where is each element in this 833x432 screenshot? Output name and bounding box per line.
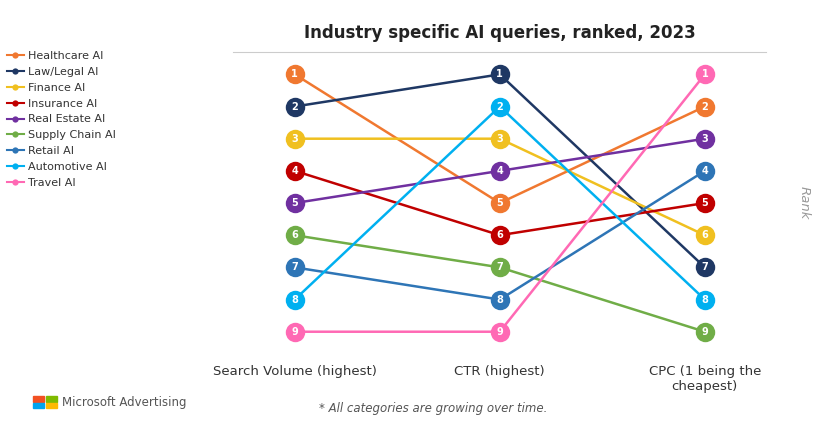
Text: 6: 6 [496, 230, 503, 240]
Text: 4: 4 [292, 166, 298, 176]
Text: 8: 8 [701, 295, 708, 305]
Text: 1: 1 [701, 70, 708, 79]
Legend: Healthcare AI, Law/Legal AI, Finance AI, Insurance AI, Real Estate AI, Supply Ch: Healthcare AI, Law/Legal AI, Finance AI,… [7, 51, 116, 187]
Text: 1: 1 [292, 70, 298, 79]
Text: 9: 9 [701, 327, 708, 337]
Text: * All categories are growing over time.: * All categories are growing over time. [319, 402, 547, 415]
Text: 9: 9 [292, 327, 298, 337]
Title: Industry specific AI queries, ranked, 2023: Industry specific AI queries, ranked, 20… [304, 24, 696, 42]
Text: 1: 1 [496, 70, 503, 79]
Text: 5: 5 [496, 198, 503, 208]
Text: 2: 2 [701, 102, 708, 111]
Text: 9: 9 [496, 327, 503, 337]
Text: 2: 2 [292, 102, 298, 111]
Text: 5: 5 [292, 198, 298, 208]
Text: 5: 5 [701, 198, 708, 208]
Text: 8: 8 [292, 295, 298, 305]
Text: 7: 7 [701, 262, 708, 273]
Text: Rank: Rank [797, 186, 811, 220]
Text: 3: 3 [292, 133, 298, 144]
Text: 3: 3 [701, 133, 708, 144]
Text: 4: 4 [496, 166, 503, 176]
Text: Microsoft Advertising: Microsoft Advertising [62, 396, 187, 409]
Text: 7: 7 [496, 262, 503, 273]
Text: 4: 4 [701, 166, 708, 176]
Text: 2: 2 [496, 102, 503, 111]
Text: 7: 7 [292, 262, 298, 273]
Text: 8: 8 [496, 295, 503, 305]
Text: 6: 6 [292, 230, 298, 240]
Text: 3: 3 [496, 133, 503, 144]
Text: 6: 6 [701, 230, 708, 240]
